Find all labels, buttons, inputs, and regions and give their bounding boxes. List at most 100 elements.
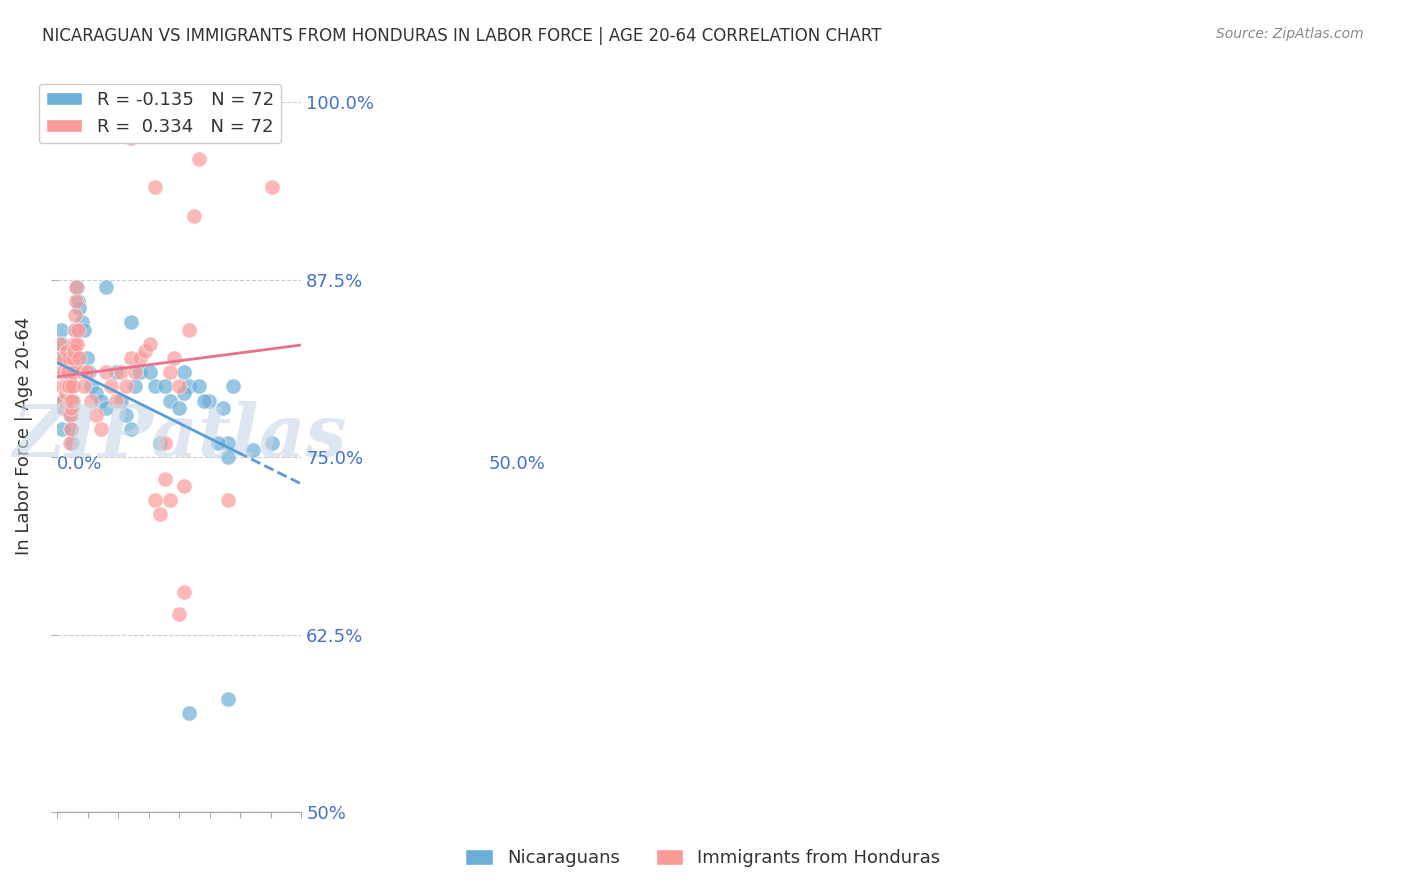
Point (73, 379, 96, 393)
Point (207, 436, 229, 450)
Point (212, 401, 235, 415)
Point (177, 706, 200, 720)
Point (52, 365, 75, 379)
Point (187, 152, 209, 166)
Point (52, 401, 75, 415)
Point (73, 322, 96, 336)
Point (59, 365, 82, 379)
Point (90, 393, 112, 408)
Point (60, 436, 83, 450)
Point (62, 351, 84, 365)
Point (143, 379, 166, 393)
Point (62, 379, 84, 393)
Point (153, 472, 176, 486)
Point (76, 365, 98, 379)
Point (59, 422, 82, 436)
Point (173, 386, 195, 401)
Legend: R = -0.135   N = 72, R =  0.334   N = 72: R = -0.135 N = 72, R = 0.334 N = 72 (39, 84, 281, 143)
Point (59, 343, 82, 358)
Point (63, 358, 86, 372)
Point (67, 301, 90, 316)
Point (66, 280, 89, 294)
Point (53, 401, 76, 415)
Point (173, 479, 195, 493)
Point (58, 372, 80, 386)
Point (53, 379, 76, 393)
Point (114, 379, 136, 393)
Point (53, 351, 76, 365)
Point (52, 379, 75, 393)
Point (51, 422, 73, 436)
Point (63, 343, 86, 358)
Point (52, 393, 75, 408)
Point (58, 358, 80, 372)
Point (120, 315, 142, 329)
Point (120, 422, 142, 436)
Point (222, 379, 245, 393)
Text: NICARAGUAN VS IMMIGRANTS FROM HONDURAS IN LABOR FORCE | AGE 20-64 CORRELATION CH: NICARAGUAN VS IMMIGRANTS FROM HONDURAS I… (42, 27, 882, 45)
Point (49, 351, 72, 365)
Point (48, 351, 70, 365)
Point (51, 336, 73, 351)
Point (77, 365, 100, 379)
Point (80, 393, 103, 408)
Point (193, 393, 215, 408)
Point (242, 443, 264, 458)
Point (120, 130, 142, 145)
Point (55, 372, 77, 386)
Point (94, 280, 117, 294)
Point (94, 401, 117, 415)
Point (143, 180, 166, 194)
Point (56, 379, 79, 393)
Point (159, 365, 181, 379)
Point (53, 365, 76, 379)
Point (62, 365, 84, 379)
Point (110, 365, 132, 379)
Point (52, 379, 75, 393)
Text: Source: ZipAtlas.com: Source: ZipAtlas.com (1216, 27, 1364, 41)
Point (153, 379, 176, 393)
Point (169, 379, 191, 393)
Point (252, 123, 274, 137)
Point (86, 408, 108, 422)
Point (217, 691, 239, 706)
Point (70, 110, 93, 124)
Point (62, 379, 84, 393)
Point (217, 492, 239, 507)
Point (149, 436, 172, 450)
Point (173, 585, 195, 599)
Point (153, 436, 176, 450)
Point (51, 365, 73, 379)
Point (51, 365, 73, 379)
Point (80, 379, 103, 393)
Point (55, 386, 77, 401)
Legend: Nicaraguans, Immigrants from Honduras: Nicaraguans, Immigrants from Honduras (458, 841, 948, 874)
Point (100, 379, 122, 393)
Point (163, 351, 186, 365)
Point (262, 436, 284, 450)
Point (129, 365, 152, 379)
Point (63, 322, 86, 336)
Point (56, 365, 79, 379)
Text: 0.0%: 0.0% (58, 455, 103, 473)
Point (60, 401, 83, 415)
Point (217, 450, 239, 465)
Point (262, 180, 284, 194)
Point (139, 336, 162, 351)
Point (63, 336, 86, 351)
Point (55, 365, 77, 379)
Point (49, 322, 72, 336)
Point (53, 379, 76, 393)
Point (217, 436, 239, 450)
Point (177, 379, 200, 393)
Point (173, 365, 195, 379)
Point (124, 379, 146, 393)
Point (90, 422, 112, 436)
Point (169, 607, 191, 621)
Text: 50.0%: 50.0% (488, 455, 546, 473)
Point (55, 351, 77, 365)
Point (51, 393, 73, 408)
Point (63, 322, 86, 336)
Point (124, 365, 146, 379)
Text: ZIPatlas: ZIPatlas (13, 401, 346, 472)
